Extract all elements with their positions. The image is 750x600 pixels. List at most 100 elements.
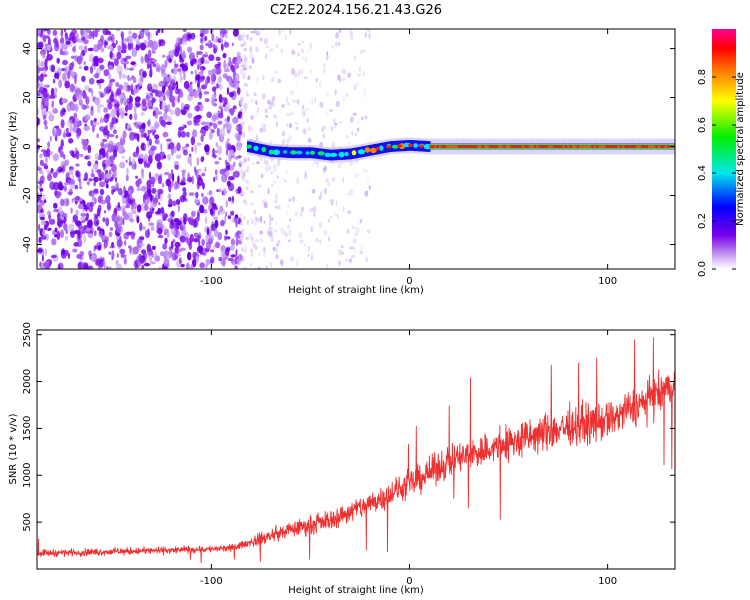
noise-blob xyxy=(87,47,94,52)
noise-blob xyxy=(295,126,299,131)
noise-blob xyxy=(315,78,318,83)
noise-blob xyxy=(286,210,288,217)
noise-blob xyxy=(177,68,181,72)
noise-blob xyxy=(93,176,99,183)
noise-blob xyxy=(71,61,75,67)
noise-blob xyxy=(169,50,174,60)
noise-blob xyxy=(250,251,253,257)
signal-band xyxy=(337,149,339,161)
noise-blob xyxy=(136,184,140,188)
noise-blob xyxy=(144,44,150,48)
noise-blob xyxy=(50,64,56,73)
noise-blob xyxy=(161,85,165,94)
snr-x-label: Height of straight line (km) xyxy=(288,585,424,596)
noise-blob xyxy=(120,216,123,226)
noise-blob xyxy=(77,230,81,240)
noise-blob xyxy=(333,122,338,126)
noise-blob xyxy=(181,169,187,173)
signal-edge xyxy=(541,144,545,146)
noise-blob xyxy=(160,143,163,152)
noise-blob xyxy=(205,258,211,266)
noise-blob xyxy=(107,101,113,110)
noise-blob xyxy=(196,87,202,93)
noise-blob xyxy=(125,174,129,182)
noise-blob xyxy=(84,155,89,160)
noise-blob xyxy=(263,201,268,209)
noise-blob xyxy=(139,29,145,39)
noise-blob xyxy=(208,131,213,140)
signal-edge xyxy=(469,148,474,150)
noise-blob xyxy=(59,229,65,239)
noise-blob xyxy=(37,58,40,68)
noise-blob xyxy=(44,42,47,50)
noise-blob xyxy=(119,136,126,146)
signal-edge xyxy=(450,144,455,146)
noise-blob xyxy=(199,262,205,269)
noise-blob xyxy=(83,45,88,53)
signal-core xyxy=(450,145,455,148)
noise-blob xyxy=(211,150,219,154)
noise-blob xyxy=(39,170,43,175)
noise-blob xyxy=(78,261,84,269)
noise-blob xyxy=(158,81,163,88)
signal-core xyxy=(614,145,619,148)
signal-edge xyxy=(448,148,452,150)
signal-edge xyxy=(538,148,543,150)
noise-blob xyxy=(140,42,146,51)
signal-core xyxy=(467,145,471,148)
signal-edge xyxy=(586,148,590,150)
noise-blob xyxy=(359,218,363,223)
noise-blob xyxy=(105,29,108,35)
noise-blob xyxy=(275,253,279,260)
noise-blob xyxy=(275,44,279,49)
signal-core xyxy=(564,145,569,148)
signal-core xyxy=(579,145,583,148)
noise-blob xyxy=(52,108,59,114)
noise-blob xyxy=(249,263,253,267)
noise-blob xyxy=(224,214,227,224)
noise-blob xyxy=(115,82,120,87)
noise-blob xyxy=(197,80,200,89)
noise-blob xyxy=(140,56,144,64)
noise-blob xyxy=(215,56,221,62)
noise-blob xyxy=(302,104,305,110)
signal-edge xyxy=(510,148,514,150)
noise-blob xyxy=(241,131,244,137)
noise-blob xyxy=(343,96,345,102)
noise-blob xyxy=(194,69,197,76)
noise-blob xyxy=(136,155,143,159)
noise-blob xyxy=(129,113,133,120)
noise-blob xyxy=(309,42,313,50)
noise-blob xyxy=(208,234,214,242)
noise-blob xyxy=(105,149,109,160)
noise-blob xyxy=(271,102,275,108)
signal-edge xyxy=(455,144,459,146)
signal-band xyxy=(350,148,353,160)
noise-blob xyxy=(255,217,260,222)
noise-blob xyxy=(277,159,281,165)
noise-blob xyxy=(336,214,339,219)
noise-blob xyxy=(296,177,300,185)
signal-edge xyxy=(614,144,619,146)
signal-edge xyxy=(507,144,512,146)
noise-blob xyxy=(210,256,215,264)
noise-blob xyxy=(238,217,241,225)
signal-edge xyxy=(659,144,664,146)
noise-blob xyxy=(99,258,104,268)
noise-blob xyxy=(84,39,88,44)
signal-edge xyxy=(610,148,614,150)
signal-edge xyxy=(645,144,650,146)
noise-blob xyxy=(106,37,113,42)
noise-blob xyxy=(169,109,175,116)
signal-edge xyxy=(579,144,583,146)
signal-edge xyxy=(536,144,540,146)
noise-blob xyxy=(102,151,107,158)
noise-blob xyxy=(174,88,181,95)
noise-blob xyxy=(263,156,266,163)
noise-blob xyxy=(122,85,128,92)
noise-blob xyxy=(147,249,154,256)
noise-blob xyxy=(170,79,176,86)
noise-blob xyxy=(58,147,61,153)
noise-blob xyxy=(349,30,354,38)
noise-blob xyxy=(149,67,153,77)
